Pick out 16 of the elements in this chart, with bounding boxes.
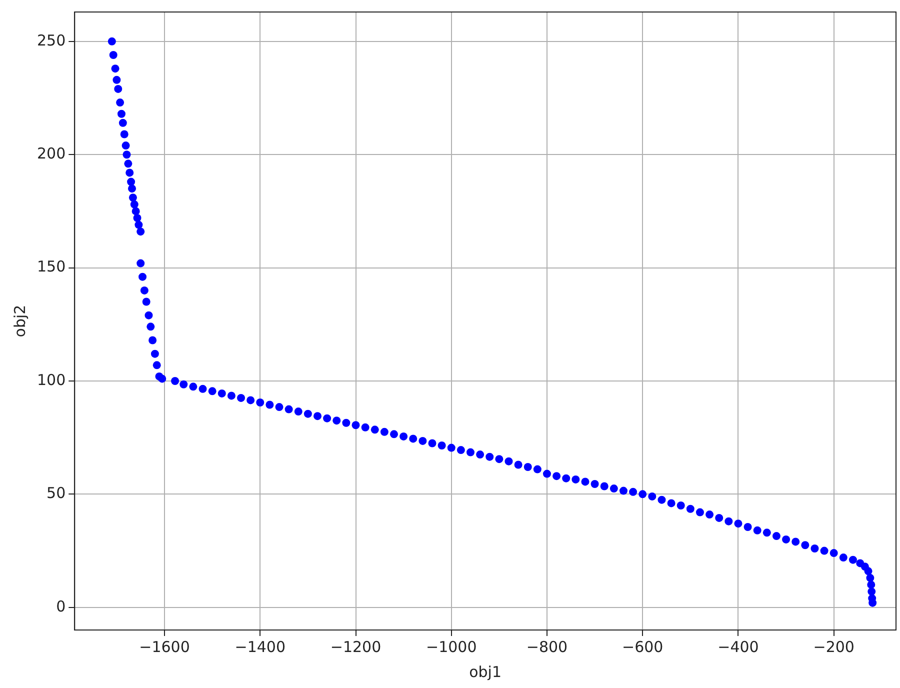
x-tick-label: −1200 [330,638,382,656]
x-tick-label: −200 [813,638,854,656]
y-axis-title: obj2 [10,304,29,338]
x-tick-label: −400 [718,638,759,656]
x-tick-label: −1000 [426,638,477,656]
x-axis-title: obj1 [469,662,502,681]
x-tick-label: −800 [526,638,568,656]
y-tick-label: 150 [36,258,66,276]
y-tick-label: 100 [36,370,66,389]
x-tick-label: −600 [622,638,664,656]
y-tick-label: 200 [36,144,66,163]
y-tick-label: 0 [56,597,66,616]
y-tick-label: 50 [46,484,66,502]
y-tick-label: 250 [36,31,66,50]
x-tick-label: −1600 [139,638,190,656]
x-tick-label: −1400 [234,638,286,656]
